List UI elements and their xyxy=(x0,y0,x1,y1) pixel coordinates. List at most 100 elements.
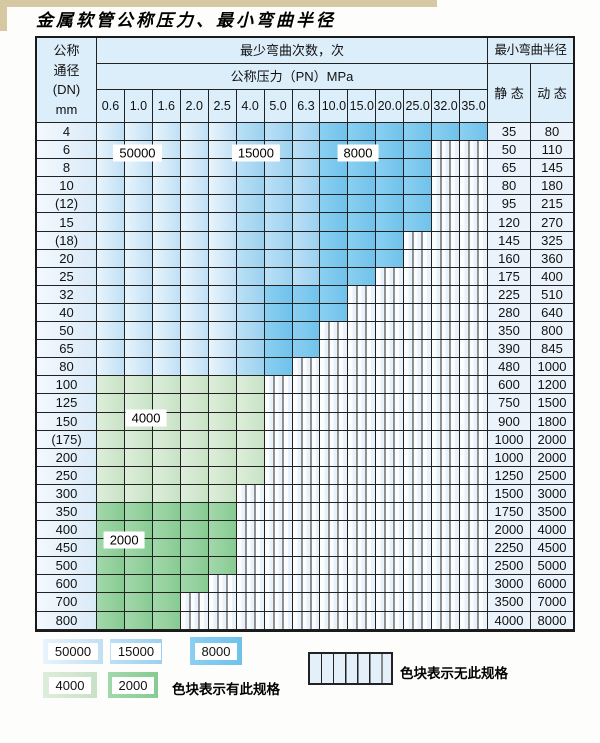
cycle-zone-cell xyxy=(97,249,125,268)
cycle-zone-cell xyxy=(292,213,321,232)
cycle-zone-cell xyxy=(97,521,125,540)
cycle-zone-cell xyxy=(376,376,405,395)
cycle-zone-cell xyxy=(404,521,433,540)
legend-no-spec-text: 色块表示无此规格 xyxy=(400,666,508,681)
cycle-zone-cell xyxy=(376,521,405,540)
row-dn-label: 20 xyxy=(37,249,97,268)
cycle-zone-cell xyxy=(404,123,433,142)
cycle-zone-cell xyxy=(404,502,433,522)
cycle-zone-cell xyxy=(180,159,209,178)
dynamic-radius-value: 2000 xyxy=(531,448,573,467)
cycle-zone-cell xyxy=(320,448,349,467)
cycle-zone-cell xyxy=(124,267,153,286)
cycle-zone-cell xyxy=(97,159,125,178)
cycle-zone-cell xyxy=(376,358,405,377)
cycle-zone-cell xyxy=(208,267,237,286)
dynamic-column-header: 动 态 xyxy=(531,64,573,123)
cycle-zone-cell xyxy=(432,557,461,576)
cycle-zone-cell xyxy=(348,466,377,485)
cycle-zone-cell xyxy=(460,358,488,377)
cycle-zone-cell xyxy=(236,231,265,250)
cycle-zone-cell xyxy=(152,285,181,304)
cycle-zone-cell xyxy=(320,539,349,558)
cycle-zone-cell xyxy=(432,267,461,286)
cycle-zone-cell xyxy=(180,358,209,377)
cycle-zone-cell xyxy=(292,141,321,160)
cycle-zone-cell xyxy=(180,123,209,142)
cycle-zone-cell xyxy=(264,376,293,395)
cycle-zone-cell xyxy=(292,412,321,431)
cycle-zone-cell xyxy=(432,195,461,214)
cycle-zone-cell xyxy=(292,177,321,196)
cycle-zone-cell xyxy=(97,394,125,413)
cycle-zone-cell xyxy=(320,394,349,413)
static-radius-value: 95 xyxy=(488,195,531,214)
row-dn-label: 150 xyxy=(37,412,97,431)
cycle-zone-cell xyxy=(264,340,293,359)
cycle-zone-cell xyxy=(180,521,209,540)
legend-swatch-label: 50000 xyxy=(47,643,99,660)
cycle-zone-cell xyxy=(292,539,321,558)
cycle-zone-cell xyxy=(460,159,488,178)
cycle-zone-cell xyxy=(292,249,321,268)
cycle-zone-cell xyxy=(208,322,237,341)
cycle-zone-cell xyxy=(460,557,488,576)
cycle-zone-cell xyxy=(124,430,153,449)
scan-edge-top xyxy=(0,0,437,7)
cycle-zone-cell xyxy=(124,575,153,594)
cycle-zone-cell xyxy=(264,394,293,413)
cycle-zone-cell xyxy=(432,177,461,196)
cycle-zone-cell xyxy=(460,412,488,431)
pressure-column-header: 10.0 xyxy=(320,90,349,123)
cycle-zone-cell xyxy=(208,340,237,359)
dynamic-radius-value: 6000 xyxy=(531,575,573,594)
cycle-zone-cell xyxy=(124,394,153,413)
cycle-zone-cell xyxy=(152,611,181,630)
cycle-zone-cell xyxy=(236,466,265,485)
cycle-zone-cell xyxy=(264,249,293,268)
cycle-zone-cell xyxy=(208,213,237,232)
cycle-zone-cell xyxy=(97,267,125,286)
pressure-column-header: 1.0 xyxy=(124,90,153,123)
cycle-zone-cell xyxy=(404,322,433,341)
cycle-zone-cell xyxy=(236,557,265,576)
static-column-header: 静 态 xyxy=(488,64,531,123)
cycle-zone-cell xyxy=(152,123,181,142)
cycle-zone-cell xyxy=(348,340,377,359)
cycle-zone-cell xyxy=(460,539,488,558)
cycle-zone-cell xyxy=(180,502,209,522)
cycle-zone-cell xyxy=(180,213,209,232)
cycle-zone-cell xyxy=(432,412,461,431)
page-title: 金属软管公称压力、最小弯曲半径 xyxy=(36,11,336,31)
cycle-zone-cell xyxy=(152,448,181,467)
cycle-zone-cell xyxy=(152,593,181,612)
cycle-zone-cell xyxy=(320,141,349,160)
cycle-zone-cell xyxy=(404,340,433,359)
cycle-zone-cell xyxy=(292,593,321,612)
cycle-zone-cell xyxy=(152,358,181,377)
spec-table: 公称 通径 (DN) mm 最少弯曲次数，次 最小弯曲半径 公称压力（PN）MP… xyxy=(35,36,575,632)
cycle-zone-cell xyxy=(124,412,153,431)
cycle-zone-cell xyxy=(236,575,265,594)
row-dn-label: 125 xyxy=(37,394,97,413)
cycle-zone-cell xyxy=(348,249,377,268)
cycle-zone-cell xyxy=(208,448,237,467)
dynamic-radius-value: 110 xyxy=(531,141,573,160)
row-dn-label: 300 xyxy=(37,484,97,503)
cycle-zone-cell xyxy=(180,322,209,341)
cycle-zone-cell xyxy=(460,123,488,142)
cycle-zone-cell xyxy=(320,303,349,323)
cycle-zone-cell xyxy=(152,249,181,268)
cycle-zone-cell xyxy=(376,141,405,160)
cycle-zone-cell xyxy=(404,213,433,232)
cycle-zone-cell xyxy=(124,213,153,232)
cycle-zone-cell xyxy=(348,213,377,232)
cycle-zone-cell xyxy=(432,539,461,558)
row-dn-label: 200 xyxy=(37,448,97,467)
cycle-zone-cell xyxy=(292,303,321,323)
cycle-zone-cell xyxy=(292,267,321,286)
dynamic-radius-value: 1500 xyxy=(531,394,573,413)
row-dn-label: 32 xyxy=(37,285,97,304)
cycle-zone-cell xyxy=(152,340,181,359)
cycle-zone-cell xyxy=(432,213,461,232)
